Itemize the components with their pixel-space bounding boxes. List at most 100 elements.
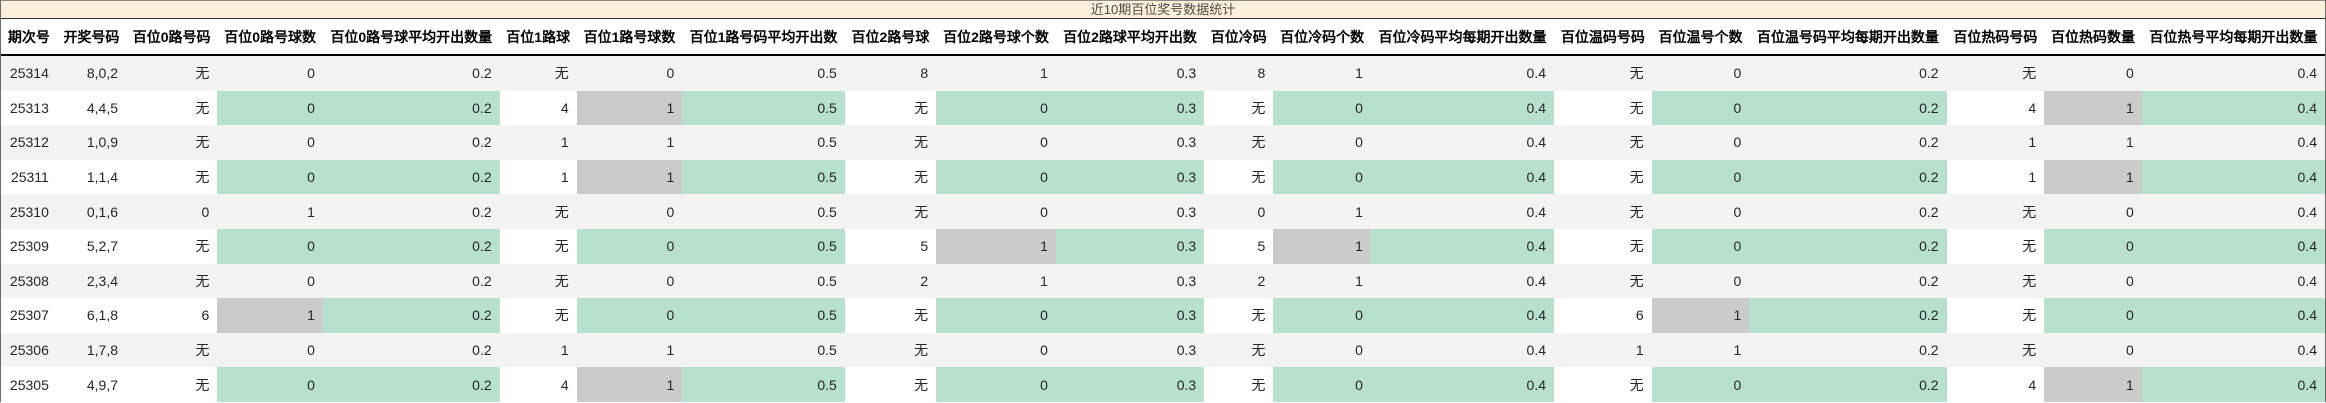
header-cell-5: 百位1路球 [499, 19, 577, 56]
table-cell: 0.2 [322, 332, 500, 368]
table-row: 25313 4,4,5 无 0 0.2 4 1 0.5 无 0 0.3 无 0 0.4 无 0 0.2 4 1 0.4 [1, 90, 2325, 126]
table-cell: 1 [2044, 125, 2142, 160]
table-cell: 1,1,4 [56, 159, 127, 195]
table-cell: 1 [2044, 367, 2142, 402]
title-bar: 近10期百位奖号数据统计 [1, 0, 2325, 19]
table-cell: 无 [1554, 194, 1652, 229]
table-cell: 0 [2044, 228, 2142, 264]
table-cell: 0 [936, 125, 1056, 160]
table-cell: 1 [576, 125, 683, 160]
table-cell: 无 [499, 263, 577, 299]
table-cell: 0.2 [1749, 194, 1947, 229]
table-cell: 1 [2044, 159, 2142, 195]
table-cell: 无 [126, 55, 218, 91]
table-row: 25307 6,1,8 6 1 0.2 无 0 0.5 无 0 0.3 无 0 0.4 6 1 0.2 无 0 0.4 [1, 298, 2325, 333]
table-cell: 1 [1554, 332, 1652, 368]
table-cell: 25312 [1, 125, 57, 160]
stats-table: 期次号 开奖号码 百位0路号码 百位0路号球数 百位0路号球平均开出数量 百位1路球 百位1… [1, 19, 2325, 402]
table-cell: 25311 [1, 159, 57, 195]
table-cell: 25310 [1, 194, 57, 229]
table-cell: 0.3 [1055, 125, 1205, 160]
table-cell: 1 [1651, 298, 1750, 333]
table-cell: 25313 [1, 90, 57, 126]
table-cell: 6,1,8 [56, 298, 127, 333]
table-cell: 5,2,7 [56, 228, 127, 264]
table-cell: 无 [1946, 263, 2045, 299]
table-cell: 0 [1273, 125, 1371, 160]
table-cell: 8 [844, 55, 937, 91]
table-cell: 无 [1946, 55, 2045, 91]
table-body: 25314 8,0,2 无 0 0.2 无 0 0.5 8 1 0.3 8 1 0.4 无 0 0.2 无 0 0.4… [1, 55, 2325, 402]
table-cell: 0 [1273, 332, 1371, 368]
table-cell: 2 [1204, 263, 1274, 299]
table-cell: 8,0,2 [56, 55, 127, 91]
table-row: 25306 1,7,8 无 0 0.2 1 1 0.5 无 0 0.3 无 0 0.4 1 1 0.2 无 0 0.4 [1, 332, 2325, 368]
table-cell: 无 [126, 263, 218, 299]
table-cell: 0.2 [322, 55, 500, 91]
table-cell: 0.3 [1055, 90, 1205, 126]
table-cell: 0.2 [322, 298, 500, 333]
table-cell: 8 [1204, 55, 1274, 91]
table-cell: 1 [1946, 159, 2045, 195]
table-cell: 无 [1946, 298, 2045, 333]
table-cell: 0.3 [1055, 159, 1205, 195]
table-cell: 无 [1204, 159, 1274, 195]
header-cell-4: 百位0路号球平均开出数量 [322, 19, 500, 56]
table-cell: 0.2 [1749, 298, 1947, 333]
header-cell-7: 百位1路号码平均开出数 [682, 19, 845, 56]
table-cell: 0 [936, 90, 1056, 126]
header-row: 期次号 开奖号码 百位0路号码 百位0路号球数 百位0路号球平均开出数量 百位1路球 百位1… [1, 19, 2325, 56]
header-cell-9: 百位2路号球个数 [936, 19, 1056, 56]
table-cell: 1,7,8 [56, 332, 127, 368]
table-cell: 5 [1204, 228, 1274, 264]
table-cell: 0 [2044, 332, 2142, 368]
table-cell: 0.4 [2141, 298, 2325, 333]
table-row: 25308 2,3,4 无 0 0.2 无 0 0.5 2 1 0.3 2 1 0.4 无 0 0.2 无 0 0.4 [1, 263, 2325, 299]
table-cell: 1 [1273, 55, 1371, 91]
table-cell: 0.5 [682, 367, 845, 402]
table-cell: 0.4 [1370, 298, 1555, 333]
table-cell: 1 [576, 332, 683, 368]
header-cell-19: 百位热号平均每期开出数量 [2141, 19, 2325, 56]
table-cell: 无 [126, 228, 218, 264]
table-cell: 1 [936, 228, 1056, 264]
table-cell: 0 [576, 298, 683, 333]
table-cell: 1 [576, 367, 683, 402]
table-cell: 无 [1554, 367, 1652, 402]
table-cell: 0.4 [1370, 125, 1555, 160]
table-row: 25314 8,0,2 无 0 0.2 无 0 0.5 8 1 0.3 8 1 0.4 无 0 0.2 无 0 0.4 [1, 55, 2325, 91]
table-cell: 0.4 [1370, 194, 1555, 229]
table-cell: 0.2 [322, 194, 500, 229]
table-cell: 0 [1273, 159, 1371, 195]
table-cell: 无 [499, 194, 577, 229]
table-cell: 无 [1946, 332, 2045, 368]
table-cell: 0 [217, 228, 323, 264]
table-cell: 无 [1554, 263, 1652, 299]
table-row: 25309 5,2,7 无 0 0.2 无 0 0.5 5 1 0.3 5 1 0.4 无 0 0.2 无 0 0.4 [1, 228, 2325, 264]
table-cell: 0 [936, 298, 1056, 333]
header-cell-6: 百位1路号球数 [576, 19, 683, 56]
table-cell: 无 [844, 332, 937, 368]
table-cell: 4,4,5 [56, 90, 127, 126]
table-cell: 2 [844, 263, 937, 299]
table-cell: 0 [1651, 159, 1750, 195]
table-cell: 0.3 [1055, 263, 1205, 299]
table-cell: 2,3,4 [56, 263, 127, 299]
table-cell: 0.2 [1749, 159, 1947, 195]
table-cell: 0.2 [322, 228, 500, 264]
table-cell: 0.2 [1749, 332, 1947, 368]
table-cell: 无 [499, 228, 577, 264]
table-cell: 0 [126, 194, 218, 229]
table-cell: 0 [1651, 367, 1750, 402]
table-cell: 1 [1651, 332, 1750, 368]
table-cell: 1 [499, 332, 577, 368]
table-cell: 0.3 [1055, 298, 1205, 333]
table-cell: 1 [576, 159, 683, 195]
table-cell: 0 [1651, 263, 1750, 299]
table-cell: 0.3 [1055, 332, 1205, 368]
table-cell: 无 [126, 125, 218, 160]
table-cell: 0.2 [322, 159, 500, 195]
table-cell: 0.5 [682, 194, 845, 229]
table-cell: 0 [217, 55, 323, 91]
table-cell: 0 [576, 194, 683, 229]
